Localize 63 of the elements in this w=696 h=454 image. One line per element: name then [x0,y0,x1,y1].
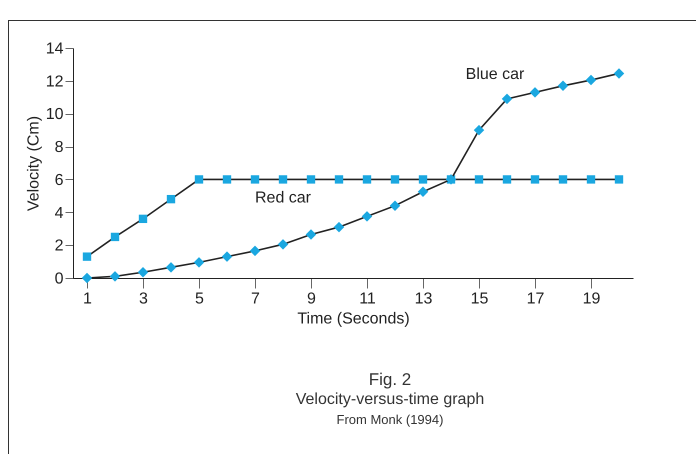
point [418,175,428,184]
y-tick-label: 4 [54,204,64,222]
point [82,272,92,284]
point [82,252,92,261]
y-tick-label: 10 [46,106,64,124]
x-tick-label: 13 [414,290,432,308]
point [418,186,428,197]
point [138,267,148,278]
point [390,175,400,184]
point [474,124,484,136]
point [138,214,148,224]
series-label: Blue car [466,66,526,83]
point [306,175,316,184]
series-label: Red car [254,189,312,206]
x-tick-label: 15 [470,290,488,308]
point [502,175,512,184]
point [166,194,176,204]
x-tick-label: 1 [83,290,92,308]
point [306,229,316,240]
point [362,211,372,222]
point [250,175,260,184]
y-tick-label: 12 [46,73,64,90]
point [250,246,260,256]
point [558,80,568,92]
point [194,175,204,184]
point [502,94,512,104]
y-tick-label: 8 [54,139,64,156]
point [278,239,288,250]
point [390,200,400,211]
point [194,257,204,268]
point [110,271,120,282]
y-tick-label: 6 [54,172,64,189]
point [586,74,596,86]
point [558,175,568,184]
point [110,232,120,242]
y-tick-label: 2 [54,238,64,255]
point [530,87,540,98]
point [222,251,232,262]
point [166,262,176,273]
point [222,175,232,184]
point [614,175,624,184]
x-axis-title: Time (Seconds) [297,310,410,328]
x-tick-label: 9 [307,290,316,308]
point [278,175,288,184]
x-tick-label: 19 [582,290,600,308]
point [362,175,372,184]
y-tick-label: 14 [46,40,64,58]
caption: Fig. 2 [368,370,412,390]
x-tick-label: 3 [139,290,148,308]
point [474,175,484,184]
point [530,175,540,184]
x-tick-label: 17 [526,290,544,308]
point [334,175,344,184]
x-tick-label: 7 [251,290,260,308]
y-tick-label: 0 [54,270,64,288]
point [614,68,624,79]
x-tick-label: 11 [359,290,376,308]
text: Velocity-versus-time graph [294,390,486,410]
point [334,222,344,232]
y-axis-title: Velocity (Cm) [26,116,43,212]
text: From Monk (1994) [336,411,444,429]
point [586,175,596,184]
x-tick-label: 5 [195,290,204,308]
